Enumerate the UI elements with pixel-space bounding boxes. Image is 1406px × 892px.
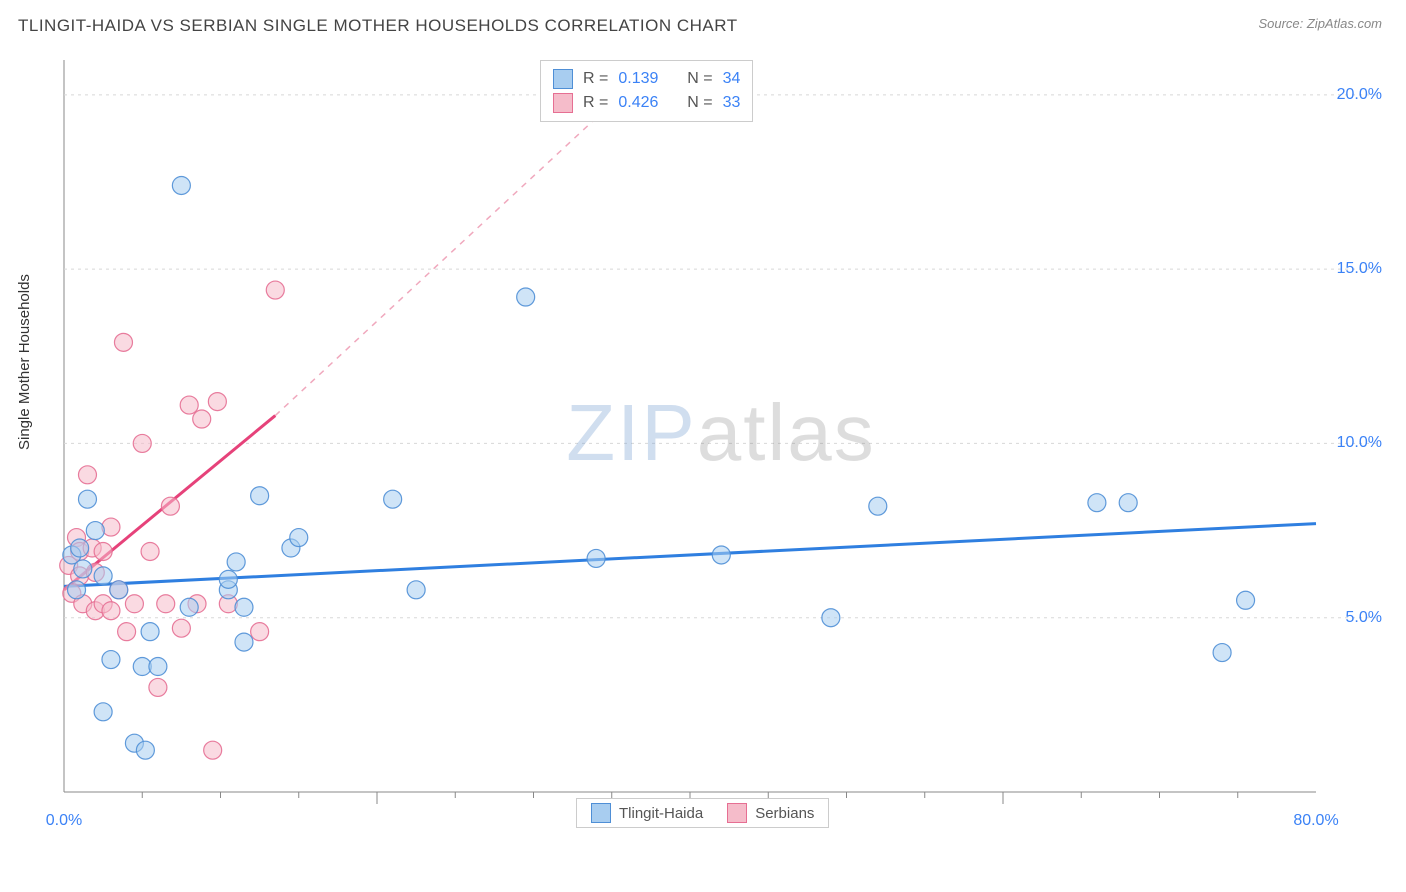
legend-label: Tlingit-Haida — [619, 805, 703, 822]
series-legend: Tlingit-Haida Serbians — [576, 798, 829, 828]
correlation-stats-box: R = 0.139 N = 34R = 0.426 N = 33 — [540, 60, 753, 122]
legend-label: Serbians — [755, 805, 814, 822]
legend-item: Tlingit-Haida — [591, 803, 703, 823]
r-value: 0.139 — [618, 70, 658, 88]
legend-item: Serbians — [727, 803, 814, 823]
chart-title: TLINGIT-HAIDA VS SERBIAN SINGLE MOTHER H… — [18, 16, 738, 36]
r-value: 0.426 — [618, 94, 658, 112]
x-tick-label: 80.0% — [1293, 812, 1338, 830]
stats-row: R = 0.139 N = 34 — [553, 67, 740, 91]
series-swatch — [553, 69, 573, 89]
y-tick-label: 15.0% — [1337, 260, 1382, 278]
n-label: N = — [687, 70, 712, 88]
y-tick-label: 5.0% — [1346, 609, 1382, 627]
n-label: N = — [687, 94, 712, 112]
n-value: 34 — [723, 70, 741, 88]
source-attribution: Source: ZipAtlas.com — [1258, 16, 1382, 31]
x-tick-label: 0.0% — [46, 812, 82, 830]
r-label: R = — [583, 94, 608, 112]
series-swatch — [553, 93, 573, 113]
y-tick-label: 20.0% — [1337, 86, 1382, 104]
scatter-plot-svg — [56, 52, 1386, 832]
y-tick-label: 10.0% — [1337, 434, 1382, 452]
n-value: 33 — [723, 94, 741, 112]
y-axis-label: Single Mother Households — [16, 274, 33, 450]
chart-area: ZIPatlas R = 0.139 N = 34R = 0.426 N = 3… — [56, 52, 1386, 832]
stats-row: R = 0.426 N = 33 — [553, 91, 740, 115]
r-label: R = — [583, 70, 608, 88]
series-swatch — [727, 803, 747, 823]
series-swatch — [591, 803, 611, 823]
